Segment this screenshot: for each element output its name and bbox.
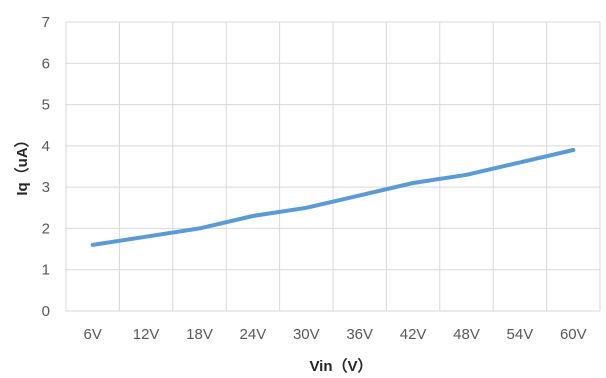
x-axis-ticks: 6V 12V 18V 24V 30V 36V 42V 48V 54V 60V [84,326,587,343]
x-tick-label: 24V [240,326,267,343]
y-tick-label: 4 [42,138,50,155]
data-point [466,174,467,176]
series-line [90,148,576,247]
grid-lines [65,21,601,312]
x-tick-label: 30V [293,326,320,343]
series-group [90,148,576,247]
y-tick-label: 6 [42,55,50,72]
x-tick-label: 54V [507,326,534,343]
y-tick-label: 3 [42,179,50,196]
x-tick-label: 60V [560,326,587,343]
data-point [412,182,414,184]
y-tick-label: 0 [42,303,50,320]
data-point [199,227,200,229]
data-point [305,207,307,209]
data-point [145,236,147,238]
y-axis-ticks: 0 1 2 3 4 5 6 7 [42,14,50,320]
data-point [519,161,521,163]
data-point [572,149,574,151]
data-point [252,215,254,217]
y-tick-label: 5 [42,97,50,114]
x-tick-label: 36V [346,326,373,343]
y-tick-label: 2 [42,220,50,237]
x-tick-label: 6V [84,326,102,343]
x-axis-title: Vin（V） [309,357,372,375]
data-point [92,244,94,246]
data-point [359,194,361,196]
y-axis-title: Iq（uA） [13,132,31,195]
x-tick-label: 48V [453,326,480,343]
x-tick-label: 42V [400,326,427,343]
y-tick-label: 7 [42,14,50,31]
y-tick-label: 1 [42,262,50,279]
x-tick-label: 12V [133,326,160,343]
x-tick-label: 18V [186,326,213,343]
